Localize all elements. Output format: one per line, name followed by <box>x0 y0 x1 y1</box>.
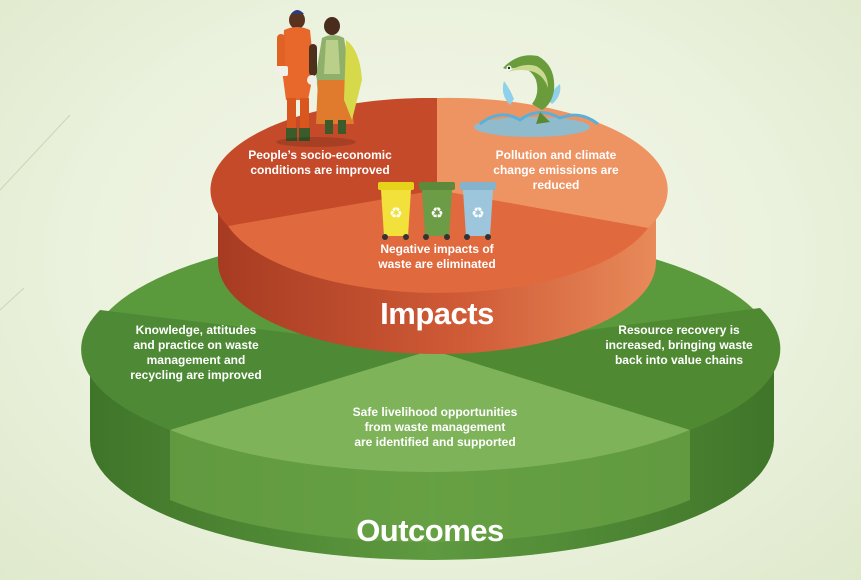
outer-segment-right <box>432 308 781 430</box>
jumping-fish-icon <box>474 55 599 137</box>
svg-text:♻: ♻ <box>471 204 484 222</box>
svg-text:♻: ♻ <box>389 204 402 222</box>
outer-segment-front <box>170 350 690 473</box>
inner-cylinder <box>210 97 668 354</box>
impacts-title: Impacts <box>380 296 494 331</box>
green-bin: ♻ <box>419 182 455 240</box>
inner-front-label: Negative impacts of waste are eliminated <box>378 242 496 271</box>
svg-text:♻: ♻ <box>430 204 443 222</box>
inner-segment-left <box>210 97 437 227</box>
outer-right-label: Resource recovery is increased, bringing… <box>605 323 753 367</box>
yellow-bin: ♻ <box>378 182 414 240</box>
outer-left-label: Knowledge, attitudes and practice on was… <box>130 323 262 382</box>
inner-right-label: Pollution and climate change emissions a… <box>493 148 619 192</box>
inner-segment-front <box>228 190 648 293</box>
outer-front-side-highlight <box>170 430 690 543</box>
decorative-lines <box>0 114 71 311</box>
outer-front-label: Safe livelihood opportunities from waste… <box>352 405 518 449</box>
outcomes-title: Outcomes <box>356 513 504 548</box>
blue-bin: ♻ <box>460 182 496 240</box>
recycling-bins-icon: ♻ ♻ ♻ <box>378 182 496 240</box>
waste-worker-figures-icon <box>276 10 362 147</box>
inner-left-label: People’s socio-economic conditions are i… <box>248 148 392 177</box>
